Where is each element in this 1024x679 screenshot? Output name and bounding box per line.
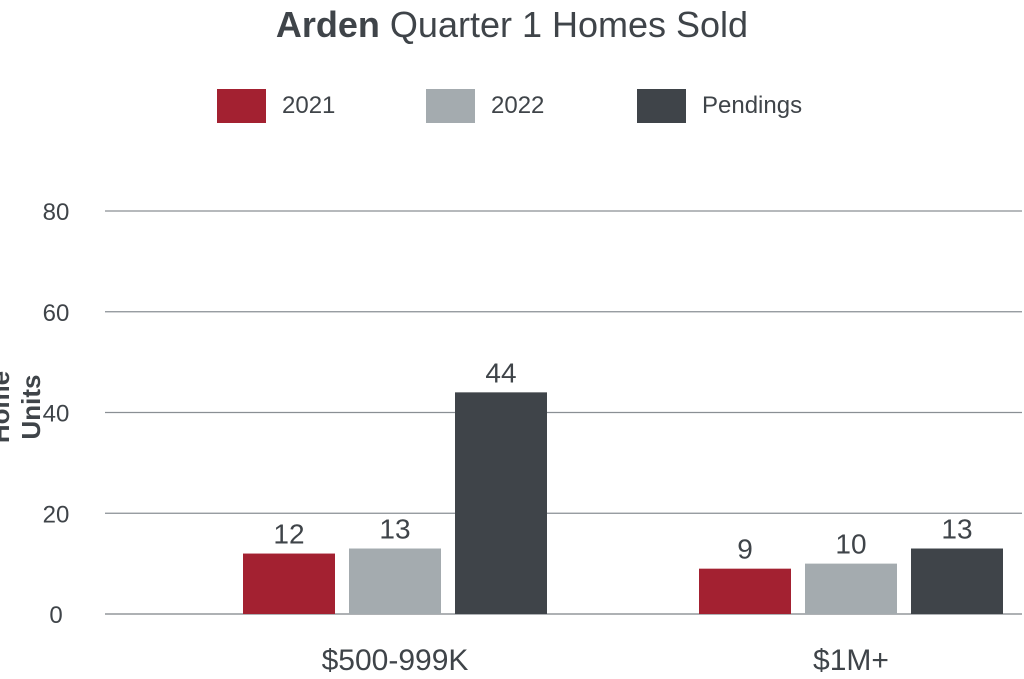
x-tick-label: $500-999K <box>322 644 469 677</box>
y-tick-label: 60 <box>43 300 70 327</box>
y-tick-label: 80 <box>43 199 70 226</box>
bar <box>455 392 547 614</box>
legend-swatch-2021 <box>217 89 266 123</box>
data-label: 9 <box>737 534 753 565</box>
legend-label-pendings: Pendings <box>702 92 803 119</box>
legend-item-2021: 2021 <box>217 89 335 123</box>
legend-label-2021: 2021 <box>282 92 336 119</box>
bar <box>911 548 1003 614</box>
legend-item-pendings: Pendings <box>637 89 802 123</box>
data-label: 44 <box>485 357 516 388</box>
bar <box>243 553 335 614</box>
legend-swatch-pendings <box>637 89 686 123</box>
y-tick-label: 0 <box>49 602 62 629</box>
legend-label-2022: 2022 <box>491 92 545 119</box>
bar <box>699 568 791 614</box>
bar <box>349 548 441 614</box>
data-label: 13 <box>941 514 972 545</box>
chart-title: Arden Quarter 1 Homes Sold <box>0 4 1024 46</box>
x-tick-label: $1M+ <box>813 644 889 677</box>
chart-title-bold: Arden <box>275 4 380 45</box>
legend-item-2022: 2022 <box>426 89 544 123</box>
legend-swatch-2022 <box>426 89 475 123</box>
y-tick-label: 40 <box>43 401 70 428</box>
data-label: 13 <box>379 514 410 545</box>
y-tick-label: 20 <box>43 501 70 528</box>
legend: 2021 2022 Pendings <box>0 0 1024 140</box>
chart-title-rest: Quarter 1 Homes Sold <box>379 4 749 45</box>
bar <box>805 563 897 614</box>
data-label: 12 <box>273 519 304 550</box>
data-label: 10 <box>835 529 866 560</box>
